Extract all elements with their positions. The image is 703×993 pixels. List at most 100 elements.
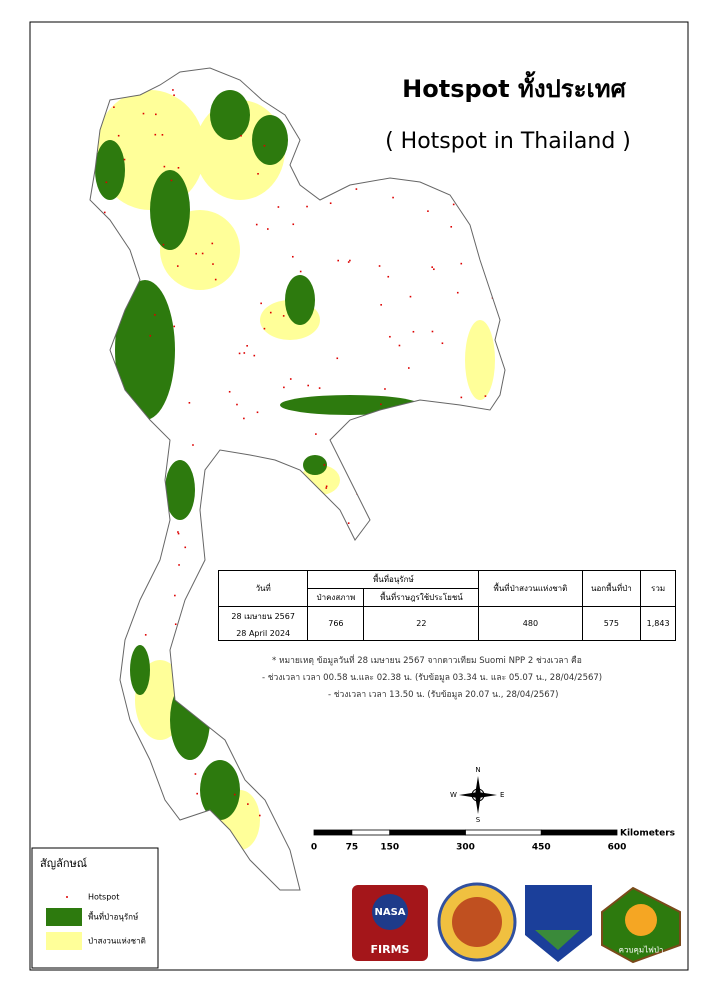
- hotspot: [407, 515, 409, 517]
- hotspot: [246, 345, 248, 347]
- hotspot: [409, 295, 412, 298]
- hotspot: [337, 259, 340, 262]
- hotspot: [188, 827, 190, 830]
- value-cell: 480: [478, 606, 583, 641]
- hotspot: [105, 181, 108, 184]
- legend-item: ป่าสงวนแห่งชาติ: [88, 937, 146, 946]
- scale-label: 150: [380, 843, 399, 853]
- hotspot: [430, 555, 433, 557]
- hotspot: [359, 420, 362, 423]
- hotspot: [315, 433, 317, 435]
- hotspot: [219, 825, 221, 827]
- hotspot: [194, 666, 196, 669]
- hotspot: [94, 273, 97, 276]
- hotspot: [380, 403, 382, 406]
- scale-segment: [540, 829, 618, 836]
- hotspot: [383, 114, 385, 116]
- hotspot: [192, 444, 194, 446]
- logos: NASA FIRMS ควบคุมไฟป่า: [352, 882, 681, 964]
- hotspot: [111, 700, 114, 703]
- date-cell: 28 เมษายน 2567 28 April 2024: [217, 606, 309, 641]
- hotspot: [247, 650, 249, 653]
- hotspot: [229, 505, 232, 508]
- hotspot: [357, 826, 360, 828]
- hotspot: [396, 506, 398, 509]
- hotspot: [121, 703, 124, 706]
- hotspot: [456, 531, 458, 534]
- hotspot: [174, 623, 177, 626]
- hotspot: [257, 173, 259, 175]
- hotspot: [444, 880, 447, 882]
- hotspot: [273, 771, 276, 773]
- hotspot: [307, 384, 309, 387]
- hotspot: [174, 594, 176, 597]
- hotspot: [413, 858, 416, 861]
- firms-text: FIRMS: [371, 943, 410, 956]
- hotspot: [409, 865, 412, 868]
- header-cell: วันที่: [217, 570, 309, 607]
- hotspot: [470, 445, 473, 448]
- hotspot: [460, 776, 463, 778]
- hotspot: [484, 536, 486, 538]
- header-cell: พื้นที่ป่าสงวนแห่งชาติ: [478, 570, 583, 607]
- hotspot: [377, 453, 379, 456]
- hotspot: [211, 242, 214, 245]
- hotspot: [389, 335, 391, 338]
- hotspot: [353, 83, 355, 85]
- hotspot: [214, 278, 217, 281]
- hotspot: [163, 165, 166, 168]
- hotspot: [347, 861, 350, 864]
- hotspot: [474, 726, 477, 728]
- hotspot: [299, 96, 301, 99]
- header-cell: นอกพื้นที่ป่า: [581, 570, 642, 607]
- scale-bar: 0 75 150 300 450 600 Kilometers: [311, 829, 675, 853]
- hotspot: [470, 113, 472, 115]
- hotspot: [316, 685, 318, 688]
- hotspot: [155, 113, 157, 116]
- hotspot: [286, 732, 289, 735]
- hotspot: [169, 864, 171, 866]
- hotspot: [255, 223, 258, 226]
- hotspot: [435, 820, 438, 823]
- hotspot: [90, 755, 93, 757]
- hotspot: [196, 792, 198, 795]
- hotspot: [147, 825, 150, 828]
- hotspot: [461, 814, 464, 816]
- value-cell: 575: [581, 606, 642, 641]
- hotspot: [395, 814, 397, 817]
- hotspot: [401, 471, 403, 473]
- hotspot: [136, 823, 138, 826]
- hotspot: [107, 260, 110, 262]
- hotspot: [369, 827, 371, 830]
- hotspot: [283, 386, 285, 389]
- hotspot: [372, 704, 375, 707]
- header-cell: พื้นที่ราษฎรใช้ประโยชน์: [363, 588, 480, 607]
- legend: สัญลักษณ์ Hotspot พื้นที่ป่าอนุรักษ์ ป่า…: [31, 847, 159, 969]
- hotspot: [117, 665, 120, 668]
- hotspot: [154, 133, 157, 136]
- hotspot: [387, 275, 390, 278]
- hotspot: [289, 378, 292, 380]
- hotspot: [173, 94, 175, 97]
- hotspot: [212, 263, 214, 265]
- legend-item: Hotspot: [88, 893, 119, 902]
- hotspot: [329, 202, 332, 205]
- hotspot: [473, 814, 475, 817]
- hotspot: [384, 388, 386, 390]
- hotspot: [98, 808, 101, 810]
- hotspot: [431, 266, 433, 268]
- compass-w: W: [450, 791, 457, 799]
- compass-s: S: [476, 816, 481, 824]
- hotspot: [256, 411, 259, 414]
- hotspot: [367, 421, 369, 424]
- hotspot: [353, 769, 356, 772]
- scale-unit: Kilometers: [620, 829, 675, 839]
- hotspot: [395, 488, 398, 491]
- hotspot: [238, 352, 241, 355]
- hotspot: [117, 134, 120, 137]
- hotspot: [432, 452, 435, 455]
- hotspot: [247, 803, 249, 805]
- hotspot: [144, 634, 147, 636]
- note: - ช่วงเวลา เวลา 13.50 น. (รับข้อมูล 20.0…: [328, 690, 559, 700]
